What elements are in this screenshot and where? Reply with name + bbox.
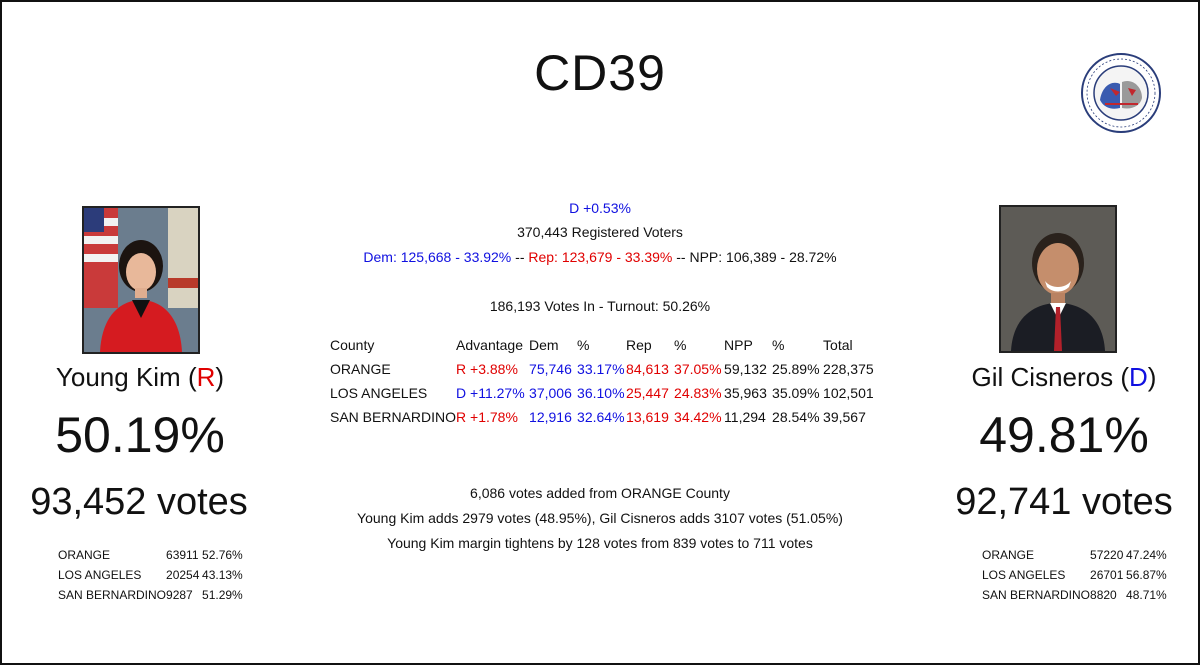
district-title: CD39 — [534, 45, 666, 101]
registered-voters: 370,443 Registered Voters — [517, 224, 683, 240]
candidate-photo-left — [82, 206, 200, 354]
county-votes: 57220 — [1090, 548, 1124, 562]
row-npp-pct: 25.89% — [772, 361, 820, 377]
row-dem-pct: 33.17% — [577, 361, 625, 377]
row-rep: 25,447 — [626, 385, 669, 401]
row-total: 228,375 — [823, 361, 874, 377]
table-row: SAN BERNARDINO R +1.78% 12,916 32.64% 13… — [330, 405, 883, 429]
california-target-book-logo-icon — [1080, 52, 1162, 134]
header-npp: NPP — [724, 337, 753, 353]
party-label-left: R — [196, 362, 216, 392]
header-advantage: Advantage — [456, 337, 523, 353]
county-name: LOS ANGELES — [58, 568, 142, 582]
candidate-votes-right: 92,741 votes — [955, 481, 1173, 523]
party-label-right: D — [1129, 362, 1148, 392]
table-row: ORANGE R +3.88% 75,746 33.17% 84,613 37.… — [330, 357, 883, 381]
row-county: SAN BERNARDINO — [330, 409, 457, 425]
row-dem-pct: 32.64% — [577, 409, 625, 425]
county-breakdown-left: ORANGE 63911 52.76% LOS ANGELES 20254 43… — [58, 545, 243, 605]
row-advantage: D +11.27% — [456, 385, 525, 401]
registration-advantage: D +0.53% — [569, 200, 631, 216]
row-npp: 59,132 — [724, 361, 767, 377]
rep-registration: Rep: 123,679 - 33.39% — [528, 249, 673, 265]
county-percent: 51.29% — [202, 588, 243, 602]
row-npp: 35,963 — [724, 385, 767, 401]
header-rep: Rep — [626, 337, 652, 353]
row-dem: 37,006 — [529, 385, 572, 401]
row-dem-pct: 36.10% — [577, 385, 625, 401]
row-rep-pct: 37.05% — [674, 361, 722, 377]
row-rep: 84,613 — [626, 361, 669, 377]
update-line-3: Young Kim margin tightens by 128 votes f… — [387, 535, 813, 551]
npp-registration: NPP: 106,389 - 28.72% — [689, 249, 837, 265]
table-row: LOS ANGELES 26701 56.87% — [982, 565, 1167, 585]
candidate-name-left: Young Kim (R) — [55, 362, 225, 392]
table-row: ORANGE 57220 47.24% — [982, 545, 1167, 565]
candidate-percent-left: 50.19% — [55, 407, 225, 463]
header-rep-pct: % — [674, 337, 687, 353]
county-votes: 20254 — [166, 568, 200, 582]
candidate-photo-right — [999, 205, 1117, 353]
row-county: ORANGE — [330, 361, 391, 377]
table-row: SAN BERNARDINO 8820 48.71% — [982, 585, 1167, 605]
county-results-table: County Advantage Dem % Rep % NPP % Total… — [330, 333, 883, 429]
update-line-2: Young Kim adds 2979 votes (48.95%), Gil … — [357, 510, 843, 526]
table-row: LOS ANGELES D +11.27% 37,006 36.10% 25,4… — [330, 381, 883, 405]
row-total: 102,501 — [823, 385, 874, 401]
county-votes: 8820 — [1090, 588, 1117, 602]
update-line-1: 6,086 votes added from ORANGE County — [470, 485, 730, 501]
header-dem: Dem — [529, 337, 559, 353]
row-advantage: R +1.78% — [456, 409, 518, 425]
county-votes: 63911 — [166, 548, 199, 562]
row-rep-pct: 34.42% — [674, 409, 722, 425]
county-votes: 26701 — [1090, 568, 1124, 582]
row-advantage: R +3.88% — [456, 361, 518, 377]
row-npp-pct: 28.54% — [772, 409, 820, 425]
county-name: LOS ANGELES — [982, 568, 1066, 582]
candidate-name-right: Gil Cisneros (D) — [971, 362, 1157, 392]
county-percent: 56.87% — [1126, 568, 1167, 582]
county-percent: 43.13% — [202, 568, 243, 582]
row-rep-pct: 24.83% — [674, 385, 722, 401]
row-rep: 13,619 — [626, 409, 669, 425]
county-name: SAN BERNARDINO — [982, 588, 1091, 602]
table-row: SAN BERNARDINO 9287 51.29% — [58, 585, 243, 605]
table-row: LOS ANGELES 20254 43.13% — [58, 565, 243, 585]
registration-breakdown: Dem: 125,668 - 33.92% -- Rep: 123,679 - … — [363, 249, 837, 265]
county-name: SAN BERNARDINO — [58, 588, 167, 602]
dem-registration: Dem: 125,668 - 33.92% — [363, 249, 512, 265]
table-header-row: County Advantage Dem % Rep % NPP % Total — [330, 333, 883, 357]
row-dem: 75,746 — [529, 361, 572, 377]
row-npp-pct: 35.09% — [772, 385, 820, 401]
row-county: LOS ANGELES — [330, 385, 428, 401]
county-percent: 47.24% — [1126, 548, 1167, 562]
county-breakdown-right: ORANGE 57220 47.24% LOS ANGELES 26701 56… — [982, 545, 1167, 605]
county-percent: 52.76% — [202, 548, 243, 562]
header-npp-pct: % — [772, 337, 785, 353]
row-dem: 12,916 — [529, 409, 572, 425]
turnout-summary: 186,193 Votes In - Turnout: 50.26% — [489, 298, 711, 314]
candidate-votes-left: 93,452 votes — [30, 481, 248, 523]
table-row: ORANGE 63911 52.76% — [58, 545, 243, 565]
row-npp: 11,294 — [724, 409, 766, 425]
header-dem-pct: % — [577, 337, 590, 353]
header-total: Total — [823, 337, 853, 353]
county-votes: 9287 — [166, 588, 193, 602]
county-percent: 48.71% — [1126, 588, 1167, 602]
county-name: ORANGE — [58, 548, 111, 562]
header-county: County — [330, 337, 375, 353]
county-name: ORANGE — [982, 548, 1035, 562]
row-total: 39,567 — [823, 409, 866, 425]
candidate-percent-right: 49.81% — [979, 407, 1149, 463]
